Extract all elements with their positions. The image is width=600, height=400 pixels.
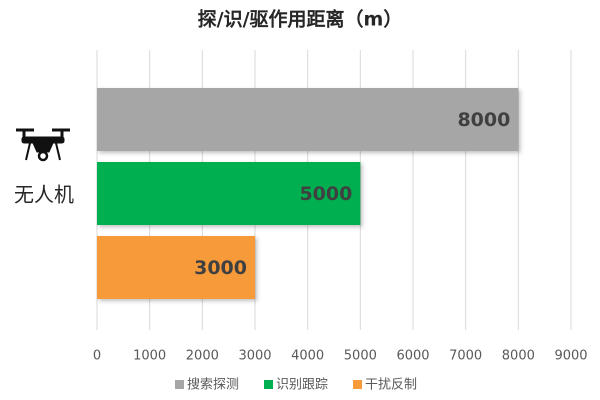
x-tick-label: 1000 xyxy=(133,349,166,364)
data-label: 3000 xyxy=(194,257,247,279)
x-tick-label: 6000 xyxy=(396,349,429,364)
legend-marker xyxy=(353,380,363,389)
chart-title: 探/识/驱作用距离（m） xyxy=(198,8,403,31)
data-label: 5000 xyxy=(299,183,352,205)
x-tick-label: 7000 xyxy=(449,349,482,364)
x-tick-label: 8000 xyxy=(502,349,535,364)
x-tick-label: 3000 xyxy=(238,349,271,364)
legend-label: 识别跟踪 xyxy=(276,378,328,393)
legend-marker xyxy=(264,380,274,389)
legend-label: 干扰反制 xyxy=(365,378,417,393)
x-tick-label: 9000 xyxy=(554,349,587,364)
x-tick-label: 0 xyxy=(93,349,101,364)
legend-label: 搜索探测 xyxy=(187,378,239,393)
y-tick-label: 无人机 xyxy=(14,183,74,207)
bar xyxy=(97,236,255,299)
bar xyxy=(97,88,519,151)
x-tick-label: 4000 xyxy=(291,349,324,364)
x-tick-label: 2000 xyxy=(186,349,219,364)
data-label: 8000 xyxy=(457,109,510,131)
bar xyxy=(97,162,361,225)
drone-icon xyxy=(16,128,70,162)
x-tick-label: 5000 xyxy=(344,349,377,364)
legend-marker xyxy=(175,380,184,389)
